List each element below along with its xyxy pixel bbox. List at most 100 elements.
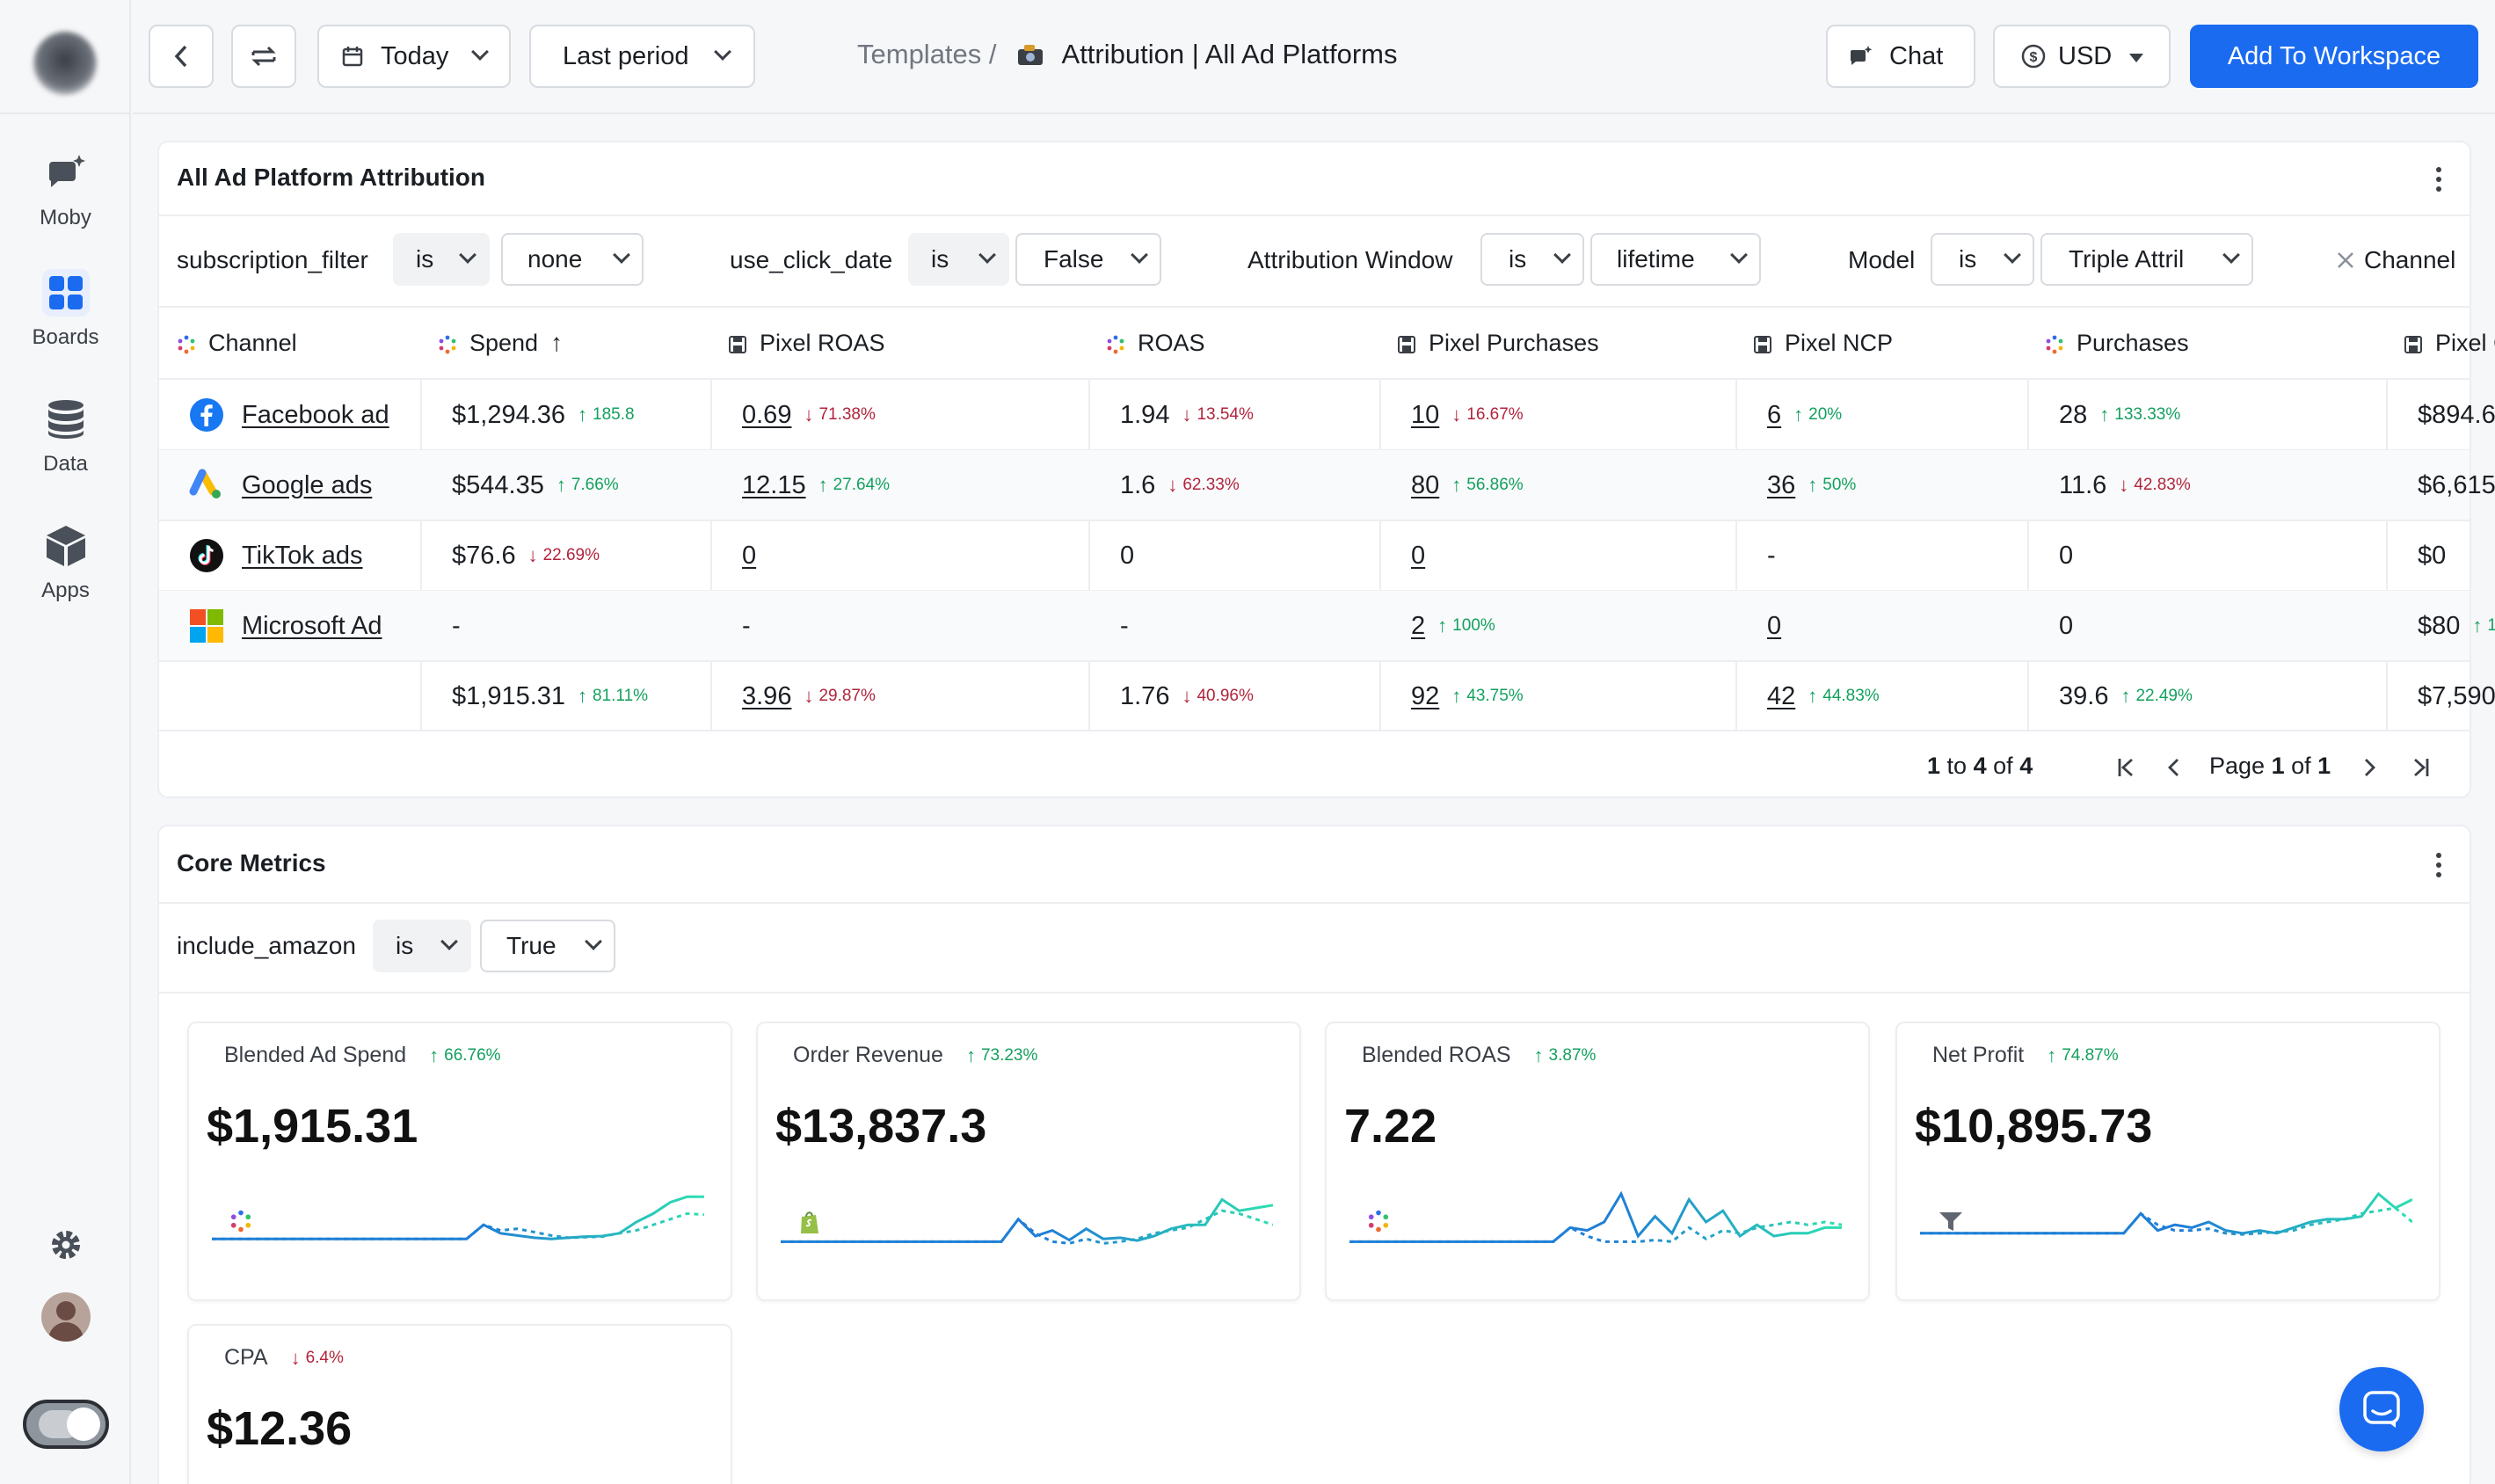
cell-value[interactable]: 42	[1767, 681, 1796, 710]
filter-value-select[interactable]: lifetime	[1590, 233, 1761, 286]
channel-link[interactable]: Facebook ad	[242, 400, 389, 429]
channel-link[interactable]: Google ads	[242, 470, 373, 499]
divider	[159, 306, 2470, 308]
table-cell[interactable]: 6 ↑ 20%	[1767, 380, 1842, 450]
filter-operator-select[interactable]: is	[393, 233, 490, 286]
channel-cell[interactable]: Google ads	[189, 450, 372, 520]
back-button[interactable]	[149, 25, 214, 88]
cell-value[interactable]: 2	[1411, 611, 1426, 640]
settings-button[interactable]	[0, 1227, 131, 1262]
metric-tile[interactable]: Net Profit ↑ 74.87% $10,895.73	[1895, 1022, 2440, 1301]
column-header-label: ROAS	[1138, 329, 1205, 356]
metric-tile[interactable]: Blended ROAS ↑ 3.87% 7.22	[1325, 1022, 1870, 1301]
filter-value-select[interactable]: True	[480, 920, 615, 972]
refresh-button[interactable]	[231, 25, 296, 88]
table-cell[interactable]: 80 ↑ 56.86%	[1411, 450, 1524, 520]
metric-tile[interactable]: Blended Ad Spend ↑ 66.76% $1,915.31	[187, 1022, 732, 1301]
compare-period-select[interactable]: Last period	[529, 25, 755, 88]
table-cell[interactable]: 0	[742, 520, 756, 591]
channel-link[interactable]: TikTok ads	[242, 541, 363, 570]
column-header[interactable]: ROAS	[1106, 308, 1205, 378]
column-header[interactable]: Pixel CV	[2404, 308, 2495, 378]
cell-value[interactable]: 3.96	[742, 681, 792, 710]
column-header-label: Spend	[469, 329, 539, 356]
cell-value[interactable]: 0	[1411, 541, 1426, 570]
column-header[interactable]: Pixel ROAS	[728, 308, 885, 378]
table-cell[interactable]: 10 ↓ 16.67%	[1411, 380, 1524, 450]
cell-value[interactable]: 0.69	[742, 400, 792, 429]
theme-toggle[interactable]	[22, 1400, 109, 1449]
avatar[interactable]	[40, 1292, 91, 1342]
arrow-down-icon: ↓	[1182, 685, 1192, 707]
breadcrumb-root[interactable]: Templates /	[857, 39, 997, 69]
table-cell: 39.6 ↑ 22.49%	[2059, 661, 2193, 731]
date-range-select[interactable]: Today	[317, 25, 511, 88]
table-cell[interactable]: 36 ↑ 50%	[1767, 450, 1856, 520]
arrow-down-icon: ↓	[527, 544, 538, 566]
table-cell[interactable]: 0	[1767, 591, 1781, 661]
sparkline-previous-period	[1920, 1206, 2412, 1236]
filter-operator-select[interactable]: is	[908, 233, 1009, 286]
cell-value[interactable]: 80	[1411, 470, 1440, 499]
filter-operator-select[interactable]: is	[373, 920, 471, 972]
column-header[interactable]: Channel	[177, 308, 297, 378]
channel-chip[interactable]: Channel	[2336, 246, 2455, 274]
cell-value: 28	[2059, 400, 2088, 429]
channel-cell[interactable]: TikTok ads	[189, 520, 363, 591]
sidebar-item-data[interactable]: Data	[0, 396, 131, 476]
cell-value[interactable]: 0	[742, 541, 757, 570]
prev-page-icon[interactable]	[2165, 756, 2183, 779]
cell-value[interactable]: 10	[1411, 400, 1440, 429]
next-page-icon[interactable]	[2360, 756, 2378, 779]
cell-value[interactable]: 12.15	[742, 470, 806, 499]
metric-tile[interactable]: CPA ↓ 6.4% $12.36	[187, 1324, 732, 1484]
currency-select[interactable]: $ USD	[1993, 25, 2171, 88]
column-header[interactable]: Pixel Purchases	[1397, 308, 1599, 378]
table-cell[interactable]: 92 ↑ 43.75%	[1411, 661, 1524, 731]
metric-tile[interactable]: Order Revenue ↑ 73.23% $13,837.3	[756, 1022, 1301, 1301]
chat-button[interactable]: Chat	[1826, 25, 1975, 88]
metric-name: CPA	[224, 1345, 268, 1370]
add-to-workspace-button[interactable]: Add To Workspace	[2190, 25, 2478, 88]
cell-value[interactable]: 36	[1767, 470, 1796, 499]
column-header[interactable]: Pixel NCP	[1753, 308, 1893, 378]
tiktok-icon	[189, 538, 224, 573]
filter-value-select[interactable]: Triple Attril	[2040, 233, 2253, 286]
cell-value[interactable]: 6	[1767, 400, 1782, 429]
first-page-icon[interactable]	[2116, 756, 2137, 779]
change-indicator: ↓ 62.33%	[1167, 474, 1239, 497]
column-header[interactable]: Purchases	[2045, 308, 2189, 378]
filter-value-select[interactable]: False	[1015, 233, 1161, 286]
table-cell[interactable]: 42 ↑ 44.83%	[1767, 661, 1880, 731]
filter-operator-select[interactable]: is	[1480, 233, 1584, 286]
table-cell[interactable]: 0.69 ↓ 71.38%	[742, 380, 876, 450]
workspace-logo[interactable]	[33, 32, 97, 95]
sidebar-item-moby[interactable]: Moby	[0, 149, 131, 230]
more-menu-icon[interactable]	[2436, 853, 2443, 877]
metric-value: 7.22	[1344, 1100, 1437, 1153]
column-header[interactable]: Spend ↑	[438, 308, 563, 378]
last-page-icon[interactable]	[2410, 756, 2431, 779]
sidebar-item-boards[interactable]: Boards	[0, 269, 131, 350]
table-cell[interactable]: 2 ↑ 100%	[1411, 591, 1495, 661]
filter-operator-select[interactable]: is	[1931, 233, 2034, 286]
channel-cell[interactable]: Microsoft Ad	[189, 591, 382, 661]
caret-down-icon	[2129, 54, 2143, 62]
table-cell: 0	[2059, 520, 2073, 591]
cell-value[interactable]: 92	[1411, 681, 1440, 710]
table-cell[interactable]: 0	[1411, 520, 1425, 591]
filter-value-select[interactable]: none	[501, 233, 644, 286]
channel-cell[interactable]: Facebook ad	[189, 380, 389, 450]
sort-ascending-icon[interactable]: ↑	[550, 329, 564, 356]
table-totals-row: $1,915.31 ↑ 81.11% 3.96 ↓ 29.87% 1.76 ↓ 40.96% 92…	[159, 661, 2495, 731]
sidebar-item-apps[interactable]: Apps	[0, 522, 131, 603]
cell-value[interactable]: 0	[1767, 611, 1782, 640]
divider	[159, 660, 2470, 662]
arrow-up-icon: ↑	[1437, 615, 1448, 637]
channel-link[interactable]: Microsoft Ad	[242, 611, 382, 640]
divider	[159, 520, 2470, 521]
table-cell[interactable]: 3.96 ↓ 29.87%	[742, 661, 876, 731]
more-menu-icon[interactable]	[2436, 167, 2443, 192]
table-cell[interactable]: 12.15 ↑ 27.64%	[742, 450, 890, 520]
support-chat-button[interactable]	[2339, 1367, 2424, 1451]
